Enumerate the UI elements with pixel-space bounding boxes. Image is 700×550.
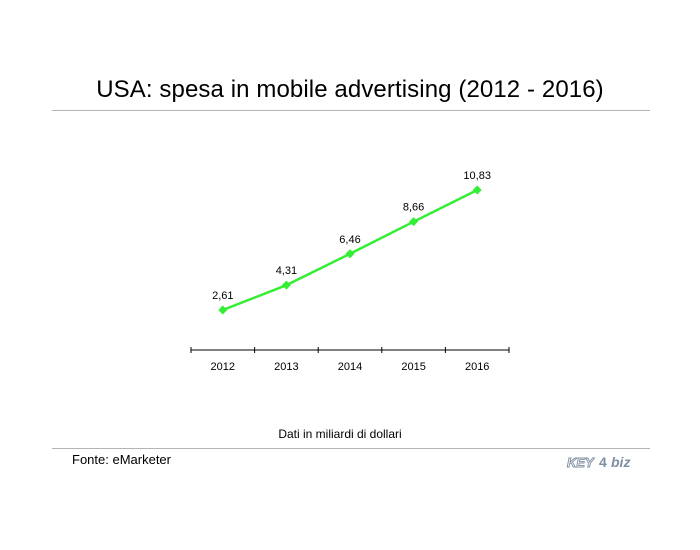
data-point-marker bbox=[218, 305, 228, 315]
logo-biz-text: biz bbox=[611, 454, 630, 470]
x-tick-label: 2012 bbox=[211, 361, 235, 373]
key4biz-logo: KEY 4 biz bbox=[567, 454, 631, 470]
chart-title: USA: spesa in mobile advertising (2012 -… bbox=[96, 76, 604, 103]
data-label: 6,46 bbox=[339, 234, 360, 246]
data-label: 10,83 bbox=[463, 170, 491, 182]
units-note: Dati in miliardi di dollari bbox=[278, 427, 402, 441]
data-label: 8,66 bbox=[403, 202, 424, 214]
title-divider bbox=[52, 110, 650, 111]
data-label: 4,31 bbox=[276, 265, 297, 277]
x-tick-label: 2013 bbox=[274, 361, 298, 373]
x-tick-label: 2015 bbox=[401, 361, 425, 373]
data-label: 2,61 bbox=[212, 290, 233, 302]
data-point-marker bbox=[409, 217, 419, 227]
source-label: Fonte: eMarketer bbox=[72, 452, 171, 467]
footer-divider bbox=[52, 448, 650, 449]
x-tick-label: 2016 bbox=[465, 361, 489, 373]
data-point-marker bbox=[281, 280, 291, 290]
logo-key-text: KEY bbox=[567, 455, 595, 470]
x-tick-label: 2014 bbox=[338, 361, 362, 373]
logo-mark-text: 4 bbox=[599, 454, 607, 470]
data-point-marker bbox=[472, 185, 482, 195]
data-point-marker bbox=[345, 249, 355, 259]
